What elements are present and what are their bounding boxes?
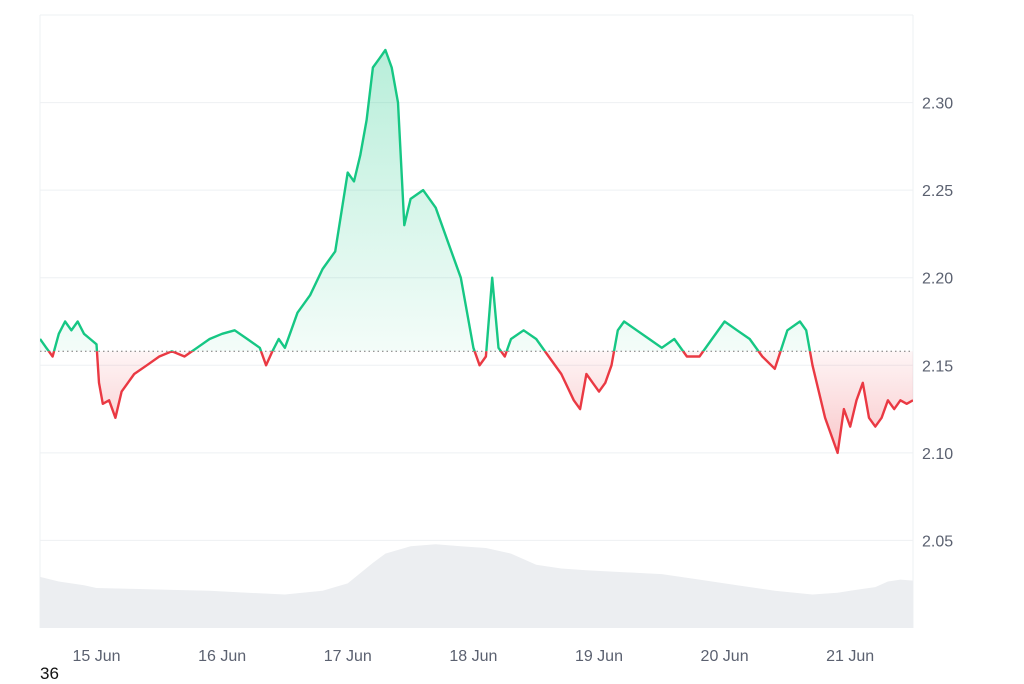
x-tick-label: 21 Jun [826, 648, 874, 665]
x-tick-label: 17 Jun [324, 648, 372, 665]
y-tick-label: 2.15 [922, 358, 953, 375]
price-fill-down [40, 351, 913, 453]
y-tick-label: 2.20 [922, 271, 953, 288]
price-fill [40, 50, 913, 453]
price-line-down [47, 351, 913, 455]
x-axis-ticks: 15 Jun 16 Jun 17 Jun 18 Jun 19 Jun 20 Jun 21 J… [73, 648, 875, 665]
y-axis-ticks: 2.05 2.10 2.15 2.20 2.25 2.30 [922, 96, 953, 551]
x-tick-label: 16 Jun [198, 648, 246, 665]
x-tick-label: 15 Jun [73, 648, 121, 665]
footer-label: 36 [40, 664, 59, 683]
x-tick-label: 19 Jun [575, 648, 623, 665]
y-tick-label: 2.05 [922, 533, 953, 550]
price-line-up [40, 48, 812, 352]
grid-lines [39, 14, 914, 628]
volume-area [40, 544, 913, 628]
x-tick-label: 20 Jun [701, 648, 749, 665]
volume-area-shape [40, 544, 913, 628]
y-tick-label: 2.30 [922, 96, 953, 113]
y-tick-label: 2.10 [922, 446, 953, 463]
y-tick-label: 2.25 [922, 183, 953, 200]
x-tick-label: 18 Jun [449, 648, 497, 665]
price-line [40, 48, 913, 455]
price-fill-up [40, 50, 810, 352]
